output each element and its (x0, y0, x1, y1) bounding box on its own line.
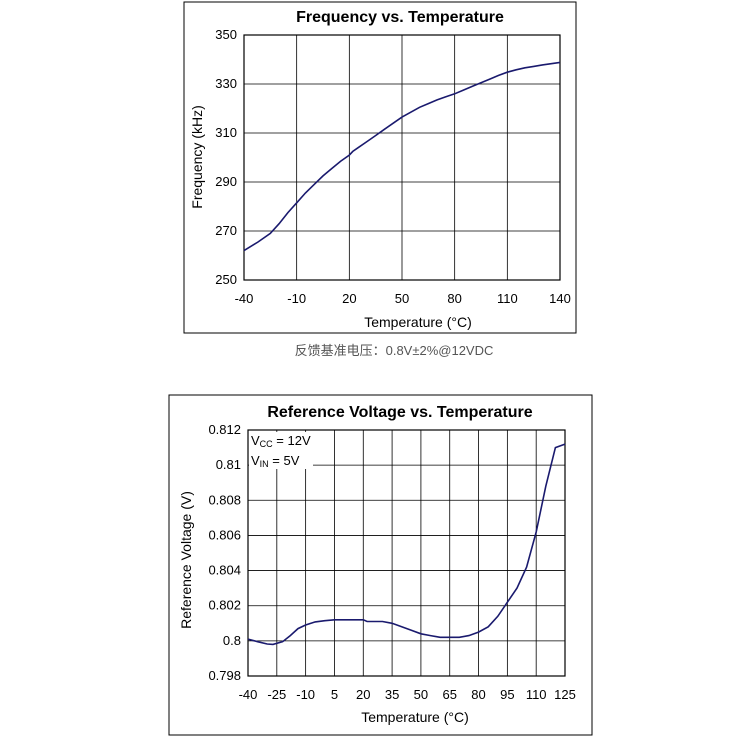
series-line (243, 61, 561, 252)
y-tick-label: 310 (215, 125, 237, 140)
annotation-vin: VIN = 5V (251, 453, 300, 469)
x-tick-label: 125 (554, 687, 576, 702)
x-tick-labels: -40 -10 20 50 80 110 140 (235, 291, 571, 306)
y-tick-label: 290 (215, 174, 237, 189)
y-tick-label: 350 (215, 27, 237, 42)
x-axis-label: Temperature (°C) (361, 709, 469, 725)
x-tick-label: 50 (414, 687, 428, 702)
x-tick-label: 110 (497, 291, 518, 306)
y-tick-label: 0.802 (208, 598, 241, 613)
plot-area (243, 34, 561, 281)
frequency-chart: Frequency vs. Temperature 250 270 290 310 33… (183, 1, 577, 334)
x-tick-label: 110 (526, 687, 547, 702)
y-tick-label: 270 (215, 223, 237, 238)
caption: 反馈基准电压：0.8V±2%@12VDC (295, 343, 494, 358)
y-tick-labels: 0.798 0.8 0.802 0.804 0.806 0.808 0.81 0.812 (208, 422, 241, 683)
x-tick-label: 20 (356, 687, 370, 702)
x-tick-label: 50 (395, 291, 409, 306)
x-tick-label: 80 (447, 291, 461, 306)
y-tick-label: 0.804 (208, 563, 241, 578)
x-tick-label: -25 (267, 687, 286, 702)
chart-title: Frequency vs. Temperature (296, 9, 504, 26)
x-tick-label: -10 (296, 687, 315, 702)
y-tick-label: 0.806 (208, 527, 241, 542)
x-tick-label: 20 (342, 291, 356, 306)
chart-frame (183, 1, 577, 334)
y-tick-label: 0.812 (208, 422, 241, 437)
reference-voltage-chart: Reference Voltage vs. Temperature 0.7980… (168, 394, 593, 736)
annotation-box (249, 432, 313, 469)
chart-title: Reference Voltage vs. Temperature (267, 404, 532, 421)
x-tick-label: 95 (500, 687, 514, 702)
y-axis-label: Frequency (kHz) (189, 105, 205, 208)
x-tick-label: 35 (385, 687, 399, 702)
series-line (247, 443, 566, 646)
x-axis-label: Temperature (°C) (364, 314, 472, 330)
x-tick-label: -40 (235, 291, 254, 306)
x-tick-label: -40 (239, 687, 258, 702)
y-tick-label: 0.81 (216, 457, 241, 472)
x-tick-label: 65 (442, 687, 456, 702)
x-tick-label: 80 (471, 687, 485, 702)
x-tick-label: 5 (331, 687, 338, 702)
y-tick-label: 0.808 (208, 492, 241, 507)
y-tick-label: 0.798 (208, 668, 241, 683)
annotation-vcc: VCC = 12V (251, 433, 311, 449)
plot-area (247, 429, 566, 677)
y-tick-label: 0.8 (223, 633, 241, 648)
chart-frame (168, 394, 593, 736)
x-tick-label: -10 (287, 291, 306, 306)
y-tick-labels: 250 270 290 310 330 350 (215, 27, 237, 287)
x-tick-labels: -40 -25 -10 5 20 35 50 65 80 95 110 125 (239, 687, 576, 702)
x-tick-label: 140 (549, 291, 571, 306)
y-tick-label: 330 (215, 76, 237, 91)
y-axis-label: Reference Voltage (V) (178, 491, 194, 629)
y-tick-label: 250 (215, 272, 237, 287)
